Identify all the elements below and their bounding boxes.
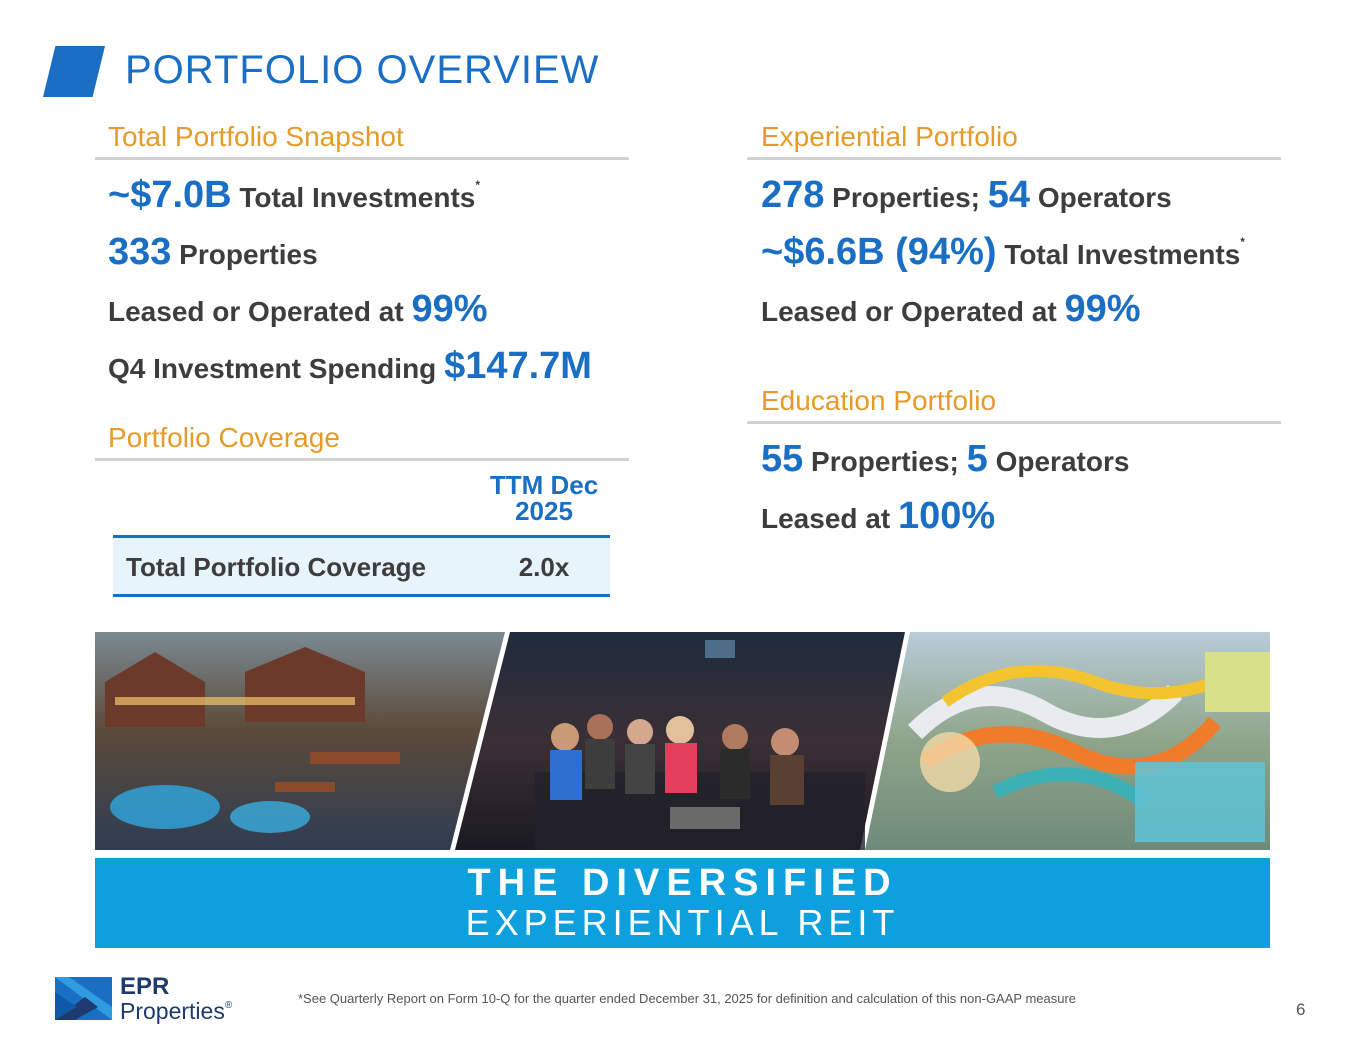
coverage-row-value: 2.0x bbox=[518, 552, 570, 582]
logo-wordmark-epr: EPR bbox=[120, 973, 170, 1000]
photo-collage bbox=[95, 632, 1270, 850]
title-accent-shape bbox=[43, 46, 105, 97]
education-leased-value: 100% bbox=[897, 495, 996, 537]
education-operators-value: 5 bbox=[966, 438, 988, 480]
logo-registered-mark: ® bbox=[224, 1000, 233, 1011]
experiential-properties-label: Properties; bbox=[824, 182, 988, 213]
epr-logo-icon bbox=[55, 977, 112, 1020]
logo-wordmark-properties: Properties® bbox=[120, 998, 232, 1025]
total-snapshot-divider bbox=[95, 157, 629, 160]
total-leased-line: Leased or Operated at 99% bbox=[108, 288, 488, 331]
coverage-row-label: Total Portfolio Coverage bbox=[126, 552, 426, 582]
entertainment-venue-photo bbox=[455, 632, 905, 850]
coverage-heading: Portfolio Coverage bbox=[108, 422, 340, 453]
banner-line-1: THE DIVERSIFIED bbox=[467, 862, 898, 904]
total-investments-label: Total Investments bbox=[231, 182, 476, 213]
education-properties-label: Properties; bbox=[803, 446, 967, 477]
q4-spending-value: $147.7M bbox=[444, 345, 592, 387]
waterpark-photo bbox=[865, 632, 1270, 850]
education-operators-label: Operators bbox=[987, 446, 1130, 477]
total-investments-line: ~$7.0B Total Investments* bbox=[108, 174, 480, 217]
coverage-column-header: TTM Dec 2025 bbox=[489, 470, 599, 526]
footnote: *See Quarterly Report on Form 10-Q for t… bbox=[298, 991, 1077, 1006]
total-snapshot-heading: Total Portfolio Snapshot bbox=[108, 121, 404, 152]
experiential-properties-value: 278 bbox=[761, 174, 825, 216]
experiential-operators-value: 54 bbox=[987, 174, 1031, 216]
page-number: 6 bbox=[1296, 1000, 1306, 1019]
coverage-table-row: Total Portfolio Coverage 2.0x bbox=[113, 535, 610, 597]
total-properties-line: 333 Properties bbox=[108, 231, 318, 274]
experiential-properties-line: 278 Properties; 54 Operators bbox=[761, 174, 1172, 217]
resort-photo bbox=[95, 632, 505, 850]
q4-spending-label: Q4 Investment Spending bbox=[108, 353, 445, 384]
experiential-investments-line: ~$6.6B (94%) Total Investments* bbox=[761, 231, 1245, 274]
total-properties-label: Properties bbox=[171, 239, 318, 270]
education-divider bbox=[747, 421, 1281, 424]
education-leased-line: Leased at 100% bbox=[761, 495, 995, 538]
experiential-leased-line: Leased or Operated at 99% bbox=[761, 288, 1141, 331]
total-investments-footnote-mark: * bbox=[475, 178, 481, 192]
total-properties-value: 333 bbox=[108, 231, 172, 273]
logo-properties-text: Properties bbox=[120, 998, 225, 1024]
total-leased-value: 99% bbox=[411, 288, 488, 330]
coverage-divider bbox=[95, 458, 629, 461]
experiential-leased-label: Leased or Operated at bbox=[761, 296, 1065, 327]
experiential-operators-label: Operators bbox=[1030, 182, 1172, 213]
education-properties-value: 55 bbox=[761, 438, 804, 480]
education-properties-line: 55 Properties; 5 Operators bbox=[761, 438, 1129, 481]
experiential-leased-value: 99% bbox=[1064, 288, 1141, 330]
education-heading: Education Portfolio bbox=[761, 385, 997, 416]
experiential-divider bbox=[747, 157, 1281, 160]
experiential-heading: Experiential Portfolio bbox=[761, 121, 1018, 152]
tagline-banner: THE DIVERSIFIED EXPERIENTIAL REIT bbox=[95, 858, 1270, 948]
experiential-investments-footnote-mark: * bbox=[1240, 235, 1245, 249]
experiential-investments-label: Total Investments bbox=[996, 239, 1241, 270]
experiential-investments-value: ~$6.6B (94%) bbox=[761, 231, 997, 273]
q4-spending-line: Q4 Investment Spending $147.7M bbox=[108, 345, 592, 388]
page-title: PORTFOLIO OVERVIEW bbox=[125, 48, 600, 92]
banner-line-2: EXPERIENTIAL REIT bbox=[465, 902, 900, 943]
education-leased-label: Leased at bbox=[761, 503, 898, 534]
total-leased-label: Leased or Operated at bbox=[108, 296, 412, 327]
total-investments-value: ~$7.0B bbox=[108, 174, 232, 216]
